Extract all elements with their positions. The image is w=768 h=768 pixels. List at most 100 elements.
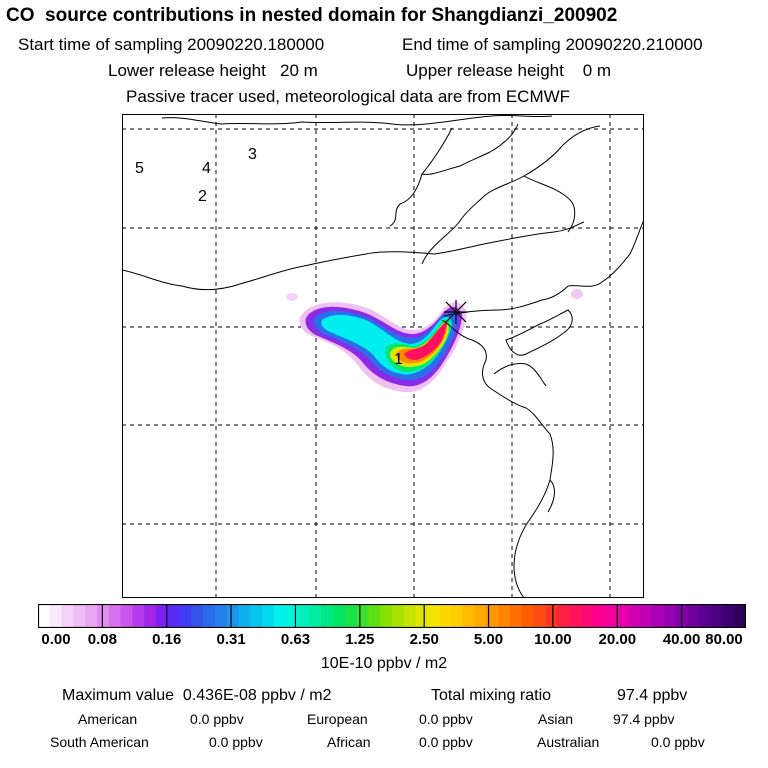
legend-tick-label: 40.00 bbox=[662, 631, 701, 648]
legend-color-cell bbox=[604, 604, 617, 628]
legend-color-cell bbox=[628, 604, 641, 628]
legend-unit: 10E-10 ppbv / m2 bbox=[320, 655, 448, 672]
legend-tick-label: 0.00 bbox=[41, 631, 71, 648]
legend-color-cell bbox=[616, 604, 629, 628]
legend-color-cell bbox=[710, 604, 723, 628]
region-name: Australian bbox=[537, 734, 600, 750]
legend-color-cell bbox=[274, 604, 287, 628]
legend-color-cell bbox=[698, 604, 712, 628]
start-time-label: Start time of sampling 20090220.180000 bbox=[18, 35, 325, 54]
map-panel: 1 2 3 4 5 bbox=[122, 114, 644, 598]
legend-tick-label: 0.16 bbox=[152, 631, 182, 648]
legend-tick-label: 20.00 bbox=[598, 631, 637, 648]
page-title: CO source contributions in nested domain… bbox=[6, 5, 618, 26]
region-label-3: 3 bbox=[248, 146, 257, 163]
legend-color-cell bbox=[722, 604, 735, 628]
legend-color-cell bbox=[309, 604, 322, 628]
legend-color-cell bbox=[462, 604, 476, 628]
region-name: Asian bbox=[538, 711, 574, 727]
region-label-2: 2 bbox=[198, 188, 207, 205]
region-value: 0.0 ppbv bbox=[419, 711, 473, 727]
legend-color-cell bbox=[167, 604, 181, 628]
legend-color-cell bbox=[545, 604, 558, 628]
legend-color-cell bbox=[356, 604, 369, 628]
region-label-4: 4 bbox=[202, 160, 211, 177]
legend-color-cell bbox=[380, 604, 393, 628]
legend-color-cell bbox=[297, 604, 310, 628]
region-value: 0.0 ppbv bbox=[651, 734, 705, 750]
map-grid bbox=[122, 114, 644, 598]
legend-tick-label: 0.31 bbox=[216, 631, 246, 648]
legend-color-cell bbox=[533, 604, 546, 628]
legend-tick-label: 10.00 bbox=[534, 631, 572, 648]
legend-color-cell bbox=[250, 604, 263, 628]
legend-frame bbox=[38, 604, 746, 628]
legend-color-cell bbox=[427, 604, 440, 628]
legend-color-cell bbox=[191, 604, 204, 628]
legend-color-cell bbox=[344, 604, 358, 628]
region-value: 0.0 ppbv bbox=[209, 734, 263, 750]
region-label-5: 5 bbox=[135, 160, 144, 177]
concentration-plume bbox=[286, 289, 583, 393]
legend-color-cell bbox=[439, 604, 452, 628]
end-time-label: End time of sampling 20090220.210000 bbox=[402, 35, 703, 54]
legend-color-cell bbox=[392, 604, 405, 628]
legend-color-cell bbox=[474, 604, 487, 628]
region-name: African bbox=[327, 734, 371, 750]
legend-tick-label: 0.08 bbox=[87, 631, 117, 648]
total-mixing-label: Total mixing ratio bbox=[431, 687, 552, 704]
legend-color-cell bbox=[179, 604, 192, 628]
legend-color-cell bbox=[215, 604, 228, 628]
legend-color-cell bbox=[592, 604, 605, 628]
map-frame bbox=[122, 114, 644, 598]
legend-tick-label: 1.25 bbox=[345, 631, 375, 648]
region-value: 0.0 ppbv bbox=[190, 711, 244, 727]
legend-color-cell bbox=[521, 604, 535, 628]
legend-color-cell bbox=[97, 604, 110, 628]
legend-color-cell bbox=[238, 604, 251, 628]
legend-tick-label: 5.00 bbox=[473, 631, 504, 648]
legend-color-cell bbox=[285, 604, 299, 628]
region-value: 97.4 ppbv bbox=[613, 711, 675, 727]
legend-color-cell bbox=[639, 604, 653, 628]
legend-color-cell bbox=[734, 604, 746, 628]
legend-color-cell bbox=[569, 604, 582, 628]
legend-color-cell bbox=[557, 604, 570, 628]
region-name: American bbox=[78, 711, 138, 727]
legend-color-cell bbox=[156, 604, 169, 628]
legend-color-cell bbox=[580, 604, 594, 628]
total-mixing-value: 97.4 ppbv bbox=[617, 687, 688, 704]
legend-color-cell bbox=[498, 604, 511, 628]
legend-color-cell bbox=[403, 604, 417, 628]
legend-color-cell bbox=[85, 604, 98, 628]
legend-color-cell bbox=[663, 604, 676, 628]
upper-release-label: Upper release height 0 m bbox=[406, 61, 612, 80]
region-name: European bbox=[307, 711, 368, 727]
legend-color-cell bbox=[144, 604, 157, 628]
legend-color-cell bbox=[651, 604, 664, 628]
legend-tick-label: 0.63 bbox=[280, 631, 311, 648]
legend-color-cell bbox=[108, 604, 122, 628]
legend-color-cell bbox=[203, 604, 216, 628]
legend-color-cell bbox=[132, 604, 145, 628]
legend-color-cell bbox=[262, 604, 275, 628]
lower-release-label: Lower release height 20 m bbox=[108, 61, 318, 80]
info-label: Passive tracer used, meteorological data… bbox=[126, 87, 571, 106]
legend-color-cell bbox=[687, 604, 700, 628]
legend-color-cell bbox=[333, 604, 346, 628]
legend-color-cell bbox=[415, 604, 428, 628]
legend-color-cell bbox=[321, 604, 334, 628]
region-label-1: 1 bbox=[394, 351, 403, 368]
region-value: 0.0 ppbv bbox=[419, 734, 473, 750]
max-value-label: Maximum value 0.436E-08 ppbv / m2 bbox=[62, 687, 332, 704]
legend-color-cell bbox=[38, 604, 51, 628]
legend-color-cell bbox=[368, 604, 381, 628]
star-cross-icon bbox=[444, 300, 468, 324]
legend-tick-label: 80.00 bbox=[705, 631, 743, 648]
color-legend bbox=[38, 604, 746, 628]
legend-color-cell bbox=[486, 604, 499, 628]
legend-color-cell bbox=[61, 604, 74, 628]
legend-color-cell bbox=[451, 604, 464, 628]
legend-color-cell bbox=[73, 604, 86, 628]
legend-color-cell bbox=[49, 604, 63, 628]
